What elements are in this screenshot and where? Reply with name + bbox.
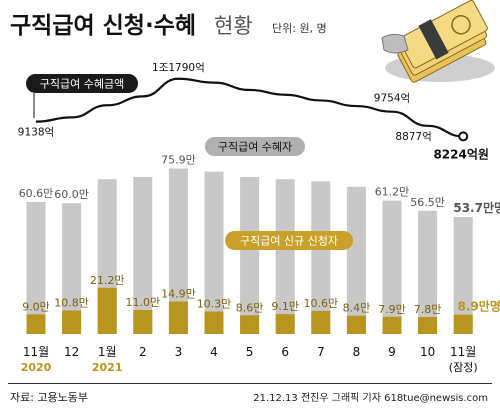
- year-label: 2021: [92, 361, 123, 374]
- new-applicant-bar: [97, 287, 117, 334]
- line-series-callout: 구직급여 수혜금액: [26, 74, 138, 118]
- new-applicant-bar: [26, 314, 46, 334]
- category-label: 12: [64, 345, 79, 359]
- recipient-bar: [240, 177, 260, 334]
- new-applicant-data-label: 8.4만: [343, 302, 371, 315]
- new-applicant-bar: [240, 315, 260, 334]
- new-applicant-data-label: 9.1만: [271, 300, 299, 313]
- new-applicant-data-label: 10.3만: [197, 298, 232, 311]
- amount-data-label: 9754억: [374, 93, 410, 105]
- category-label: 8: [353, 345, 361, 359]
- new-applicant-data-label: 10.8만: [54, 296, 89, 309]
- recipient-data-label: 53.7만명: [453, 200, 500, 215]
- money-bundle-icon: [381, 0, 495, 83]
- recipient-bar: [26, 201, 46, 334]
- amount-data-label: 8224억원: [433, 147, 488, 161]
- new-applicant-data-label: 7.8만: [414, 303, 442, 316]
- chart-title-suffix: 현황: [214, 14, 253, 38]
- new-applicant-bar: [275, 314, 295, 334]
- amount-data-label: 9138억: [18, 127, 54, 139]
- recipient-bar: [275, 179, 295, 334]
- new-applicant-bar: [133, 310, 153, 334]
- recipient-bar: [62, 203, 82, 334]
- recipient-data-label: 61.2만: [375, 186, 410, 199]
- recipient-bar: [311, 181, 331, 334]
- recipient-series-callout: 구직급여 수혜자: [205, 137, 305, 156]
- new-applicant-bar: [418, 316, 438, 334]
- footer-divider: [8, 383, 492, 384]
- recipient-bar: [453, 216, 473, 334]
- recipient-bar: [168, 168, 188, 334]
- recipient-bar: [382, 200, 402, 334]
- category-label: 4: [210, 345, 218, 359]
- category-label: 2: [139, 345, 147, 359]
- amount-data-label: 8877억: [395, 131, 431, 143]
- category-label: 11월: [23, 345, 49, 359]
- footer: 자료: 고용노동부 21.12.13 전진우 그래픽 기자 618tue@new…: [0, 383, 500, 417]
- new-applicant-data-label: 8.9만명: [458, 299, 500, 314]
- recipient-data-label: 75.9만: [161, 154, 196, 167]
- recipient-bar: [346, 186, 366, 334]
- recipient-data-label: 60.0만: [54, 188, 89, 201]
- recipient-bar: [204, 171, 224, 334]
- category-label: 9: [388, 345, 396, 359]
- new-applicant-data-label: 11.0만: [125, 296, 160, 309]
- category-label: 5: [246, 345, 254, 359]
- line-series-label: 구직급여 수혜금액: [40, 78, 124, 91]
- new-applicant-bar: [311, 310, 331, 334]
- new-applicant-bar: [62, 310, 82, 334]
- category-label: 7: [317, 345, 325, 359]
- new-series-callout: 구직급여 신규 신청자: [225, 231, 353, 250]
- provisional-note: (잠정): [449, 361, 478, 374]
- new-applicant-data-label: 10.6만: [303, 297, 338, 310]
- new-applicant-data-label: 7.9만: [378, 303, 406, 316]
- new-applicant-data-label: 8.6만: [236, 301, 264, 314]
- recipient-data-label: 60.6만: [19, 187, 54, 200]
- new-applicant-data-label: 14.9만: [161, 288, 196, 301]
- category-label: 3: [175, 345, 183, 359]
- new-applicant-bar: [204, 311, 224, 334]
- unit-note: 단위: 원, 명: [272, 22, 327, 35]
- category-label: 10: [420, 345, 435, 359]
- recipient-series-label: 구직급여 수혜자: [218, 141, 292, 154]
- amount-line: [35, 77, 464, 138]
- recipient-bar: [133, 177, 153, 334]
- category-label: 11월: [450, 345, 476, 359]
- new-applicant-bar: [453, 314, 473, 334]
- new-series-label: 구직급여 신규 신청자: [240, 235, 338, 248]
- year-label: 2020: [21, 361, 52, 374]
- chart-title: 구직급여 신청·수혜: [10, 13, 196, 39]
- recipient-data-label: 56.5만: [410, 196, 445, 209]
- new-applicant-bar: [382, 316, 402, 334]
- amount-data-label: 1조1790억: [152, 62, 205, 74]
- new-applicant-data-label: 21.2만: [90, 274, 125, 287]
- credit-text: 21.12.13 전진우 그래픽 기자 618tue@newsis.com: [253, 393, 488, 404]
- category-label: 1월: [98, 345, 117, 359]
- category-label: 6: [281, 345, 289, 359]
- new-applicant-bar: [346, 315, 366, 334]
- amount-last-point: [458, 131, 469, 142]
- source-text: 자료: 고용노동부: [10, 391, 89, 404]
- recipient-bar: [418, 210, 438, 334]
- new-applicant-data-label: 9.0만: [22, 300, 50, 313]
- new-applicant-bar: [168, 301, 188, 334]
